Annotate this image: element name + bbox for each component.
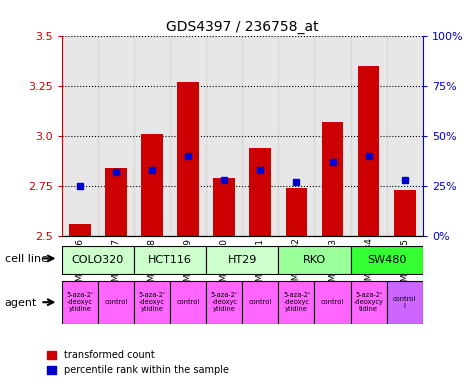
Bar [351, 281, 387, 324]
Bar [394, 190, 416, 236]
Text: control: control [321, 300, 344, 305]
Text: agent: agent [5, 298, 37, 308]
Bar [242, 36, 278, 236]
Bar [206, 247, 278, 274]
Bar [358, 66, 380, 236]
Bar [134, 281, 170, 324]
Text: control: control [177, 300, 199, 305]
Text: 5-aza-2'
-deoxyc
ytidine: 5-aza-2' -deoxyc ytidine [66, 292, 93, 313]
Text: cell line: cell line [5, 254, 48, 264]
Bar [351, 36, 387, 236]
Bar [278, 247, 351, 274]
Bar [351, 247, 423, 274]
Text: control: control [249, 300, 272, 305]
Text: 5-aza-2'
-deoxyc
ytidine: 5-aza-2' -deoxyc ytidine [283, 292, 310, 313]
Bar [69, 224, 91, 236]
Bar [278, 281, 314, 324]
Bar [134, 247, 206, 274]
Bar [177, 83, 199, 236]
Bar [206, 36, 242, 236]
Bar [141, 134, 163, 236]
Bar [314, 281, 351, 324]
Text: control: control [104, 300, 127, 305]
Text: 5-aza-2'
-deoxyc
ytidine: 5-aza-2' -deoxyc ytidine [211, 292, 238, 313]
Bar [98, 281, 134, 324]
Bar [314, 36, 351, 236]
Legend: transformed count, percentile rank within the sample: transformed count, percentile rank withi… [43, 346, 233, 379]
Text: RKO: RKO [303, 255, 326, 265]
Text: HT29: HT29 [228, 255, 257, 265]
Text: COLO320: COLO320 [72, 255, 124, 265]
Text: SW480: SW480 [367, 255, 406, 265]
Text: 5-aza-2'
-deoxycy
tidine: 5-aza-2' -deoxycy tidine [354, 292, 383, 313]
Bar [387, 281, 423, 324]
Bar [98, 36, 134, 236]
Bar [134, 36, 170, 236]
Bar [170, 281, 206, 324]
Bar [62, 281, 98, 324]
Title: GDS4397 / 236758_at: GDS4397 / 236758_at [166, 20, 319, 34]
Text: HCT116: HCT116 [148, 255, 192, 265]
Bar [62, 247, 134, 274]
Bar [62, 36, 98, 236]
Bar [105, 168, 127, 236]
Bar [242, 281, 278, 324]
Bar [213, 178, 235, 236]
Bar [249, 148, 271, 236]
Bar [285, 188, 307, 236]
Bar [170, 36, 206, 236]
Text: control
l: control l [393, 296, 416, 309]
Bar [387, 36, 423, 236]
Bar [322, 122, 343, 236]
Text: 5-aza-2'
-deoxyc
ytidine: 5-aza-2' -deoxyc ytidine [139, 292, 165, 313]
Bar [278, 36, 314, 236]
Bar [206, 281, 242, 324]
